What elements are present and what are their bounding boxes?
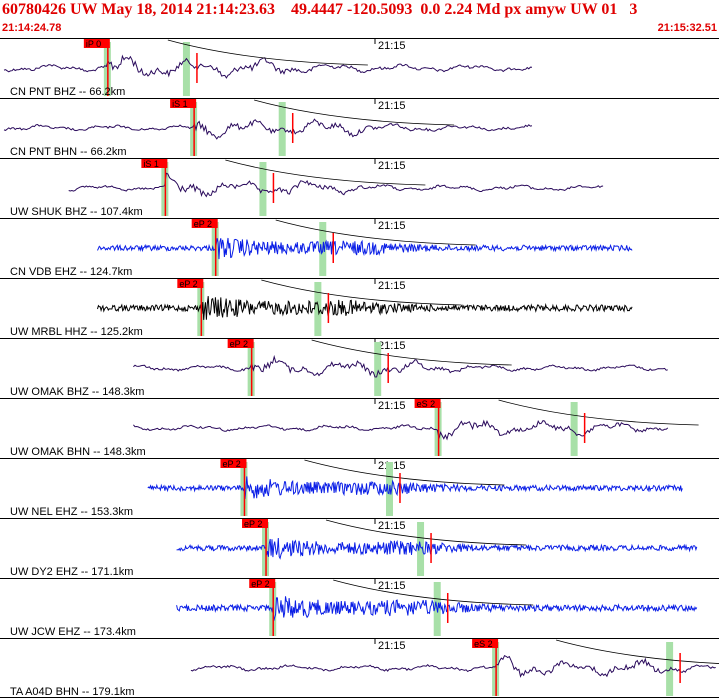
waveform bbox=[176, 537, 698, 560]
trace-row[interactable]: 21:15 eS 2 UW OMAK BHN -- 148.3km bbox=[0, 398, 719, 458]
travel-time-curve bbox=[556, 639, 719, 664]
travel-time-curve bbox=[225, 159, 426, 186]
waveform bbox=[3, 118, 533, 140]
travel-time-curve bbox=[275, 219, 476, 246]
minute-label: 21:15 bbox=[378, 220, 406, 232]
pick-label: iS 1 bbox=[143, 159, 159, 169]
travel-time-curve bbox=[254, 99, 455, 126]
event-header: 60780426 UW May 18, 2014 21:14:23.63 49.… bbox=[0, 0, 719, 38]
waveform bbox=[176, 596, 698, 621]
waveform bbox=[68, 172, 604, 198]
pick-label: eP 2 bbox=[230, 339, 248, 349]
minute-label: 21:15 bbox=[378, 280, 406, 292]
pick-label: eP 2 bbox=[194, 219, 212, 229]
travel-time-curve bbox=[311, 339, 512, 366]
s-window bbox=[314, 282, 322, 336]
seismogram-panel[interactable]: 21:15 iP 0 CN PNT BHZ -- 66.2km 21:15 iS 1 CN… bbox=[0, 38, 719, 698]
station-label: CN VDB EHZ -- 124.7km bbox=[10, 266, 132, 278]
s-window bbox=[570, 402, 578, 456]
s-window bbox=[182, 42, 190, 96]
pick-flag[interactable] bbox=[83, 39, 110, 48]
pick-flag[interactable] bbox=[472, 639, 499, 648]
minute-label: 21:15 bbox=[378, 400, 406, 412]
station-label: UW SHUK BHZ -- 107.4km bbox=[10, 206, 143, 218]
trace-row[interactable]: 21:15 eP 2 UW OMAK BHZ -- 148.3km bbox=[0, 338, 719, 398]
pick-label: eP 2 bbox=[222, 459, 240, 469]
pick-flag[interactable] bbox=[227, 339, 254, 348]
s-window bbox=[278, 102, 286, 156]
station-label: UW MRBL HHZ -- 125.2km bbox=[10, 326, 143, 338]
waveform bbox=[147, 476, 683, 500]
pick-label: eS 2 bbox=[417, 399, 436, 409]
station-label: UW OMAK BHZ -- 148.3km bbox=[10, 386, 144, 398]
pick-flag[interactable] bbox=[141, 159, 168, 168]
s-window bbox=[374, 342, 382, 396]
pick-label: eS 2 bbox=[474, 639, 493, 649]
pick-label: eP 2 bbox=[251, 579, 269, 589]
pick-label: eP 2 bbox=[179, 279, 197, 289]
station-label: CN PNT BHN -- 66.2km bbox=[10, 146, 127, 158]
trace-row[interactable]: 21:15 iS 1 UW SHUK BHZ -- 107.4km bbox=[0, 158, 719, 218]
pick-flag[interactable] bbox=[191, 219, 218, 228]
waveform bbox=[97, 237, 633, 260]
trace-row[interactable]: 21:15 eP 2 CN VDB EHZ -- 124.7km bbox=[0, 218, 719, 278]
travel-time-curve bbox=[325, 519, 527, 546]
waveform bbox=[133, 419, 669, 441]
pick-flag[interactable] bbox=[177, 279, 204, 288]
minute-label: 21:15 bbox=[378, 100, 406, 112]
travel-time-curve bbox=[304, 459, 505, 486]
travel-time-curve bbox=[498, 399, 699, 426]
minute-label: 21:15 bbox=[378, 580, 406, 592]
pick-flag[interactable] bbox=[170, 99, 197, 108]
station-label: UW OMAK BHN -- 148.3km bbox=[10, 446, 146, 458]
trace-row[interactable]: 21:15 iS 1 CN PNT BHN -- 66.2km bbox=[0, 98, 719, 158]
travel-time-curve bbox=[167, 39, 368, 66]
waveform bbox=[133, 354, 668, 378]
start-time: 21:14:24.78 bbox=[2, 22, 62, 34]
pick-flag[interactable] bbox=[220, 459, 247, 468]
event-title: 60780426 UW May 18, 2014 21:14:23.63 49.… bbox=[2, 1, 638, 18]
s-window bbox=[259, 162, 267, 216]
waveform bbox=[190, 655, 716, 678]
trace-row[interactable]: 21:15 eS 2 TA A04D BHN -- 179.1km bbox=[0, 638, 719, 698]
station-label: TA A04D BHN -- 179.1km bbox=[10, 686, 135, 698]
station-label: UW JCW EHZ -- 173.4km bbox=[10, 626, 136, 638]
trace-row[interactable]: 21:15 eP 2 UW DY2 EHZ -- 171.1km bbox=[0, 518, 719, 578]
trace-row[interactable]: 21:15 eP 2 UW MRBL HHZ -- 125.2km bbox=[0, 278, 719, 338]
station-label: UW DY2 EHZ -- 171.1km bbox=[10, 566, 133, 578]
trace-row[interactable]: 21:15 eP 2 UW JCW EHZ -- 173.4km bbox=[0, 578, 719, 638]
waveform bbox=[97, 296, 633, 320]
end-time: 21:15:32.51 bbox=[657, 22, 717, 34]
minute-label: 21:15 bbox=[378, 40, 406, 52]
s-window bbox=[417, 522, 425, 576]
pick-label: iS 1 bbox=[172, 99, 188, 109]
minute-label: 21:15 bbox=[378, 340, 406, 352]
pick-label: iP 0 bbox=[86, 39, 101, 49]
minute-label: 21:15 bbox=[378, 520, 406, 532]
minute-label: 21:15 bbox=[378, 640, 406, 652]
pick-flag[interactable] bbox=[414, 399, 441, 408]
travel-time-curve bbox=[261, 279, 462, 306]
pick-flag[interactable] bbox=[242, 519, 269, 528]
travel-time-curve bbox=[333, 579, 534, 606]
station-label: UW NEL EHZ -- 153.3km bbox=[10, 506, 133, 518]
trace-row[interactable]: 21:15 iP 0 CN PNT BHZ -- 66.2km bbox=[0, 38, 719, 98]
station-label: CN PNT BHZ -- 66.2km bbox=[10, 86, 125, 98]
waveform bbox=[3, 54, 533, 79]
pick-label: eP 2 bbox=[244, 519, 262, 529]
minute-label: 21:15 bbox=[378, 160, 406, 172]
pick-flag[interactable] bbox=[249, 579, 276, 588]
